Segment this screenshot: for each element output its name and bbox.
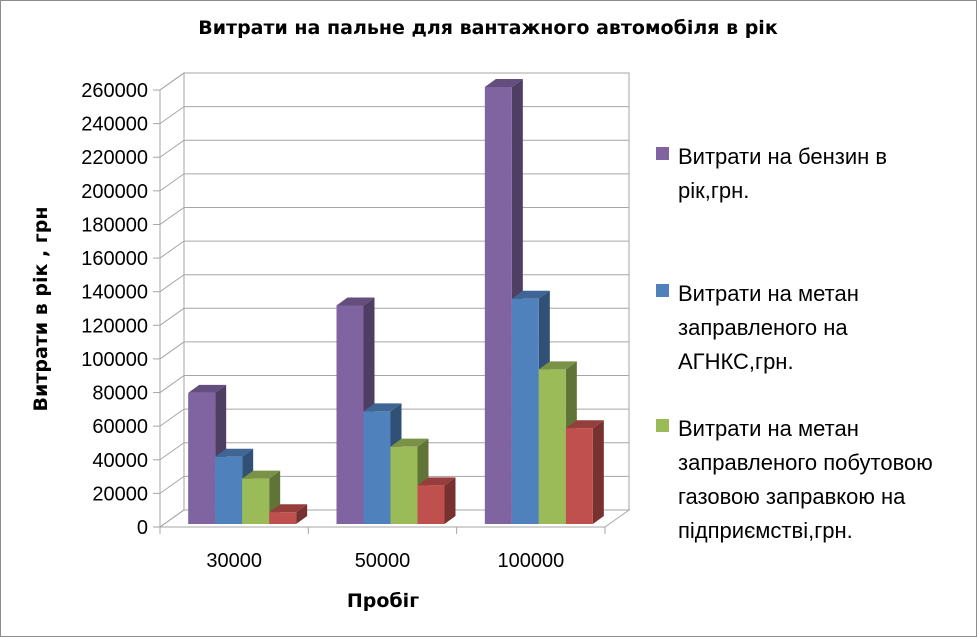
legend-swatch — [656, 419, 669, 432]
y-tick-label: 160000 — [81, 248, 148, 270]
legend-label: газовою заправкою на — [678, 484, 906, 509]
legend-label: заправленого на — [678, 315, 848, 340]
bar-top — [215, 448, 254, 457]
y-axis-ticks: 0 20000 40000 60000 80000 100000 120000 140000 1… — [81, 80, 161, 539]
bar-front — [242, 478, 270, 524]
y-axis-title: Витрати в рік , грн — [30, 207, 52, 412]
legend-entry: Витрати на метан заправленого побутовою га… — [656, 416, 933, 543]
y-tick-label: 40000 — [92, 450, 148, 472]
legend-label: АГНКС,грн. — [678, 349, 794, 374]
x-tick-label: 50000 — [355, 550, 411, 572]
x-axis-title: Пробіг — [347, 590, 419, 612]
gridline — [159, 173, 629, 192]
legend-entry: Витрати на метан заправленого на АГНКС,грн… — [656, 281, 859, 374]
y-tick-label: 140000 — [81, 282, 148, 304]
y-tick-label: 240000 — [81, 114, 148, 136]
bars — [188, 79, 604, 524]
bar — [417, 477, 456, 524]
y-tick-label: 100000 — [81, 349, 148, 371]
legend-label: підприємстві,грн. — [678, 518, 853, 543]
gridline — [159, 240, 629, 259]
legend-entry: Витрати на бензин в рік,грн. — [656, 144, 887, 203]
bar — [269, 504, 308, 524]
bar-front — [511, 298, 539, 524]
bar-top — [390, 438, 429, 447]
gridline — [159, 475, 629, 494]
gridline — [159, 408, 629, 427]
bar-side — [296, 504, 308, 524]
bar-side — [592, 420, 604, 524]
bar-front — [336, 305, 364, 524]
y-tick-label: 0 — [137, 517, 148, 539]
bar-front — [417, 485, 445, 524]
bar-top — [242, 470, 281, 479]
gridlines — [159, 72, 629, 528]
bar-front — [484, 87, 512, 524]
bar-top — [511, 290, 550, 299]
bar-front — [390, 446, 418, 524]
bar-top — [565, 420, 604, 429]
legend-label: Витрати на бензин в — [678, 144, 887, 169]
gridline — [159, 274, 629, 293]
bar-front — [269, 512, 297, 524]
legend-label: рік,грн. — [678, 178, 749, 203]
bar — [565, 420, 604, 524]
bar-front — [188, 392, 216, 524]
gridline — [159, 341, 629, 360]
bar-top — [188, 384, 227, 393]
y-tick-label: 260000 — [81, 80, 148, 102]
bar-top — [538, 361, 577, 370]
side-wall — [159, 72, 185, 528]
bar-top — [417, 477, 456, 486]
gridline — [159, 442, 629, 461]
x-axis-ticks: 30000 50000 100000 — [159, 526, 606, 572]
gridline — [159, 139, 629, 158]
chart-title: Витрати на пальне для вантажного автомоб… — [198, 17, 778, 39]
legend: Витрати на бензин в рік,грн. Витрати на ме… — [656, 144, 933, 543]
y-tick-label: 80000 — [92, 383, 148, 405]
bar-front — [565, 428, 593, 524]
legend-label: Витрати на метан — [678, 416, 859, 441]
y-tick-label: 120000 — [81, 315, 148, 337]
bar-side — [444, 477, 456, 524]
legend-label: заправленого побутовою — [678, 450, 933, 475]
bar-front — [363, 411, 391, 524]
bar-top — [363, 403, 402, 412]
y-tick-label: 60000 — [92, 416, 148, 438]
bar — [390, 438, 429, 524]
bar-top — [269, 504, 308, 513]
legend-swatch — [656, 147, 669, 160]
legend-label: Витрати на метан — [678, 281, 859, 306]
gridline — [159, 72, 629, 91]
bar-front — [215, 456, 243, 524]
bar-front — [538, 369, 566, 524]
bar-top — [484, 79, 523, 87]
x-tick-label: 100000 — [497, 550, 564, 572]
y-tick-label: 200000 — [81, 181, 148, 203]
gridline — [159, 509, 629, 528]
y-tick-label: 180000 — [81, 214, 148, 236]
gridline — [159, 106, 629, 125]
legend-swatch — [656, 284, 669, 297]
y-tick-label: 220000 — [81, 147, 148, 169]
gridline — [159, 307, 629, 326]
bar-top — [336, 297, 375, 306]
gridline — [159, 206, 629, 225]
x-tick-label: 30000 — [206, 550, 262, 572]
gridline — [159, 375, 629, 393]
bar — [215, 448, 254, 524]
y-tick-label: 20000 — [92, 483, 148, 505]
